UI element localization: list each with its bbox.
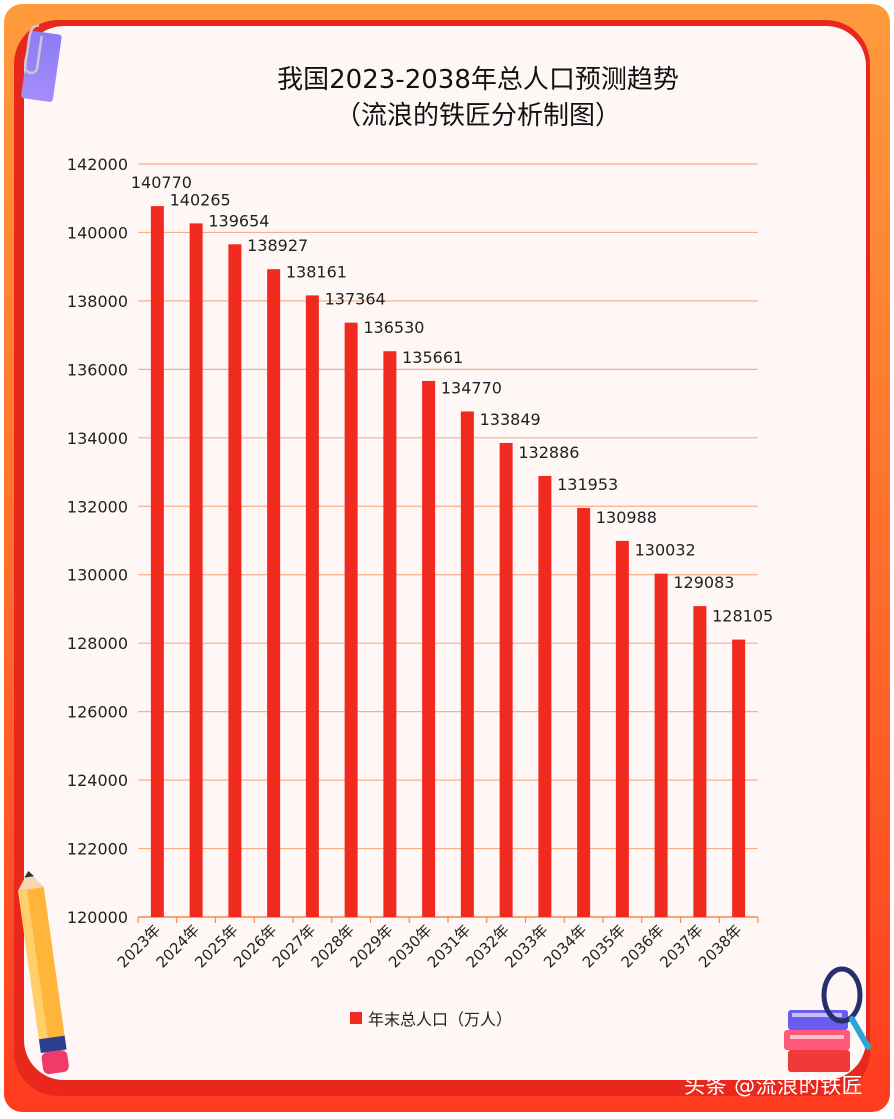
y-tick-label: 126000	[67, 703, 128, 722]
bar	[344, 322, 358, 918]
data-label: 131953	[557, 475, 618, 494]
bar	[422, 380, 436, 917]
x-tick-label: 2038年	[695, 921, 745, 971]
y-tick-label: 134000	[67, 429, 128, 448]
bar	[693, 606, 707, 917]
y-tick-label: 142000	[67, 155, 128, 174]
bar	[499, 442, 513, 917]
y-tick-label: 128000	[67, 634, 128, 653]
legend-swatch	[350, 1012, 362, 1024]
books-magnifier-icon	[780, 965, 880, 1080]
y-tick-label: 120000	[67, 908, 128, 927]
data-label: 140770	[131, 173, 192, 192]
bar	[150, 206, 164, 917]
chart-card	[24, 26, 866, 1080]
y-tick-label: 136000	[67, 360, 128, 379]
data-label: 135661	[402, 348, 463, 367]
legend: 年末总人口（万人）	[350, 1006, 512, 1030]
data-label: 129083	[673, 573, 734, 592]
y-tick-label: 132000	[67, 497, 128, 516]
y-tick-label: 122000	[67, 840, 128, 859]
bar	[732, 639, 746, 917]
data-label: 137364	[325, 290, 386, 309]
bar	[267, 269, 281, 917]
data-label: 133849	[480, 410, 541, 429]
y-tick-label: 124000	[67, 771, 128, 790]
data-label: 130988	[596, 508, 657, 527]
bar	[615, 540, 629, 917]
legend-label: 年末总人口（万人）	[368, 1010, 513, 1029]
y-tick-label: 138000	[67, 292, 128, 311]
data-label: 138927	[247, 236, 308, 255]
data-label: 140265	[170, 190, 231, 209]
bar	[577, 507, 591, 917]
chart-title-block: 我国2023-2038年总人口预测趋势 （流浪的铁匠分析制图）	[120, 62, 836, 134]
data-label: 136530	[363, 318, 424, 337]
y-tick-label: 140000	[67, 223, 128, 242]
data-label: 128105	[712, 607, 773, 626]
bar	[189, 223, 203, 917]
watermark: 头条 @流浪的铁匠	[684, 1074, 864, 1098]
data-label: 134770	[441, 378, 502, 397]
chart-subtitle: （流浪的铁匠分析制图）	[334, 101, 621, 131]
bar	[654, 573, 668, 917]
pencil-icon	[6, 868, 81, 1082]
chart-title: 我国2023-2038年总人口预测趋势	[277, 65, 679, 95]
y-tick-label: 130000	[67, 566, 128, 585]
data-label: 138161	[286, 262, 347, 281]
bar	[228, 244, 242, 917]
bar	[460, 411, 474, 917]
paperclip-icon	[15, 20, 64, 105]
bar	[305, 295, 319, 917]
bar	[538, 475, 552, 917]
data-label: 130032	[635, 541, 696, 560]
bar	[383, 351, 397, 918]
data-label: 132886	[518, 443, 579, 462]
data-label: 139654	[208, 211, 269, 230]
